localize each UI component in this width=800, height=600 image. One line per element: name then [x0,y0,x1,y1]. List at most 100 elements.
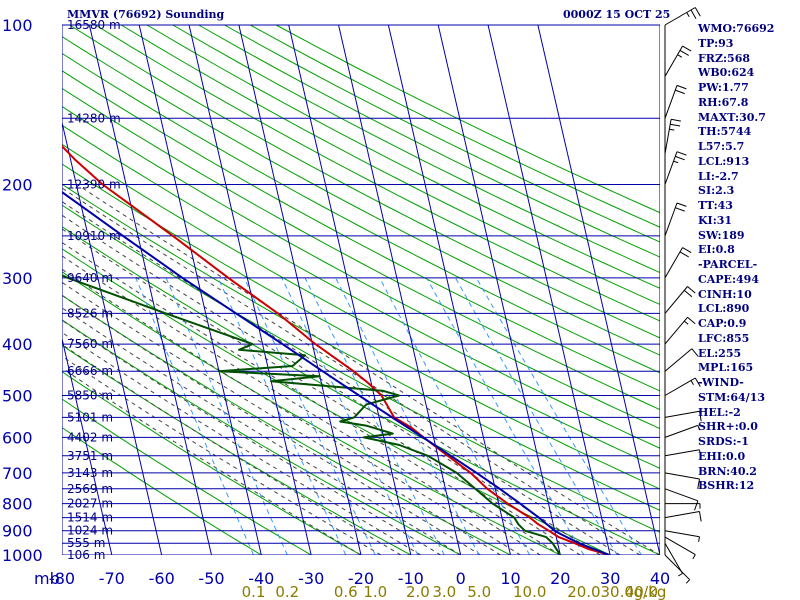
wind-barb-flag [690,380,694,386]
wind-barb [664,348,693,372]
mixing-ratio-label: 30.0 [600,583,633,600]
mixing-ratio-line [455,277,618,555]
stability-indices-list: WMO:76692 TP:93 FRZ:568 WB0:624 PW:1.77 RH:67… [698,22,774,494]
height-label: 16580 m [67,18,121,32]
y-axis-label: mb [34,569,60,588]
mixing-ratio-label: 0.1 [242,583,266,600]
stability-index: SW:189 [698,228,745,242]
height-label: 5850 m [67,389,113,403]
wind-barb-flag [697,425,701,431]
mixing-ratio-label: 20.0 [567,583,600,600]
mixing-ratio-label: 2.0 [406,583,430,600]
chart-title: MMVR (76692) Sounding [67,8,225,21]
height-label: 1514 m [67,511,113,525]
stability-index: HEL:-2 [698,405,741,419]
isotherm [62,336,113,555]
stability-index: LFC:855 [698,331,750,345]
wind-barb-flag [669,128,675,131]
temperature-tick-label: -20 [348,569,374,588]
height-label: 6666 m [67,364,113,378]
stability-index: STM:64/13 [698,390,765,404]
wind-barb-flag [675,89,685,95]
mixing-ratio-line [379,277,531,555]
temperature-tick-label: 40 [650,569,670,588]
dry-adiabat [62,183,660,511]
height-label: 12390 m [67,178,121,192]
wind-profile [664,7,702,584]
height-label: 14280 m [67,111,121,125]
mixing-ratio-label: 0.6 [334,583,358,600]
dry-adiabat [62,52,660,374]
pressure-label: 200 [2,176,33,195]
wind-barb-flag [699,449,702,460]
stability-index: CINH:10 [698,287,752,301]
pressure-label: 300 [2,269,33,288]
mixing-ratio-label: 40.0 [625,583,658,600]
stability-index: TP:93 [698,36,734,50]
wind-barb-flag [679,49,689,56]
stability-index: PW:1.77 [698,81,749,94]
wind-barb [664,286,688,314]
dewpoint-trace [62,274,562,555]
isotherm [437,24,561,555]
stability-index: RH:67.8 [698,95,749,109]
wind-barb-flag [683,320,689,325]
stability-index: -PARCEL- [698,258,758,271]
stability-index: BRN:40.2 [698,464,757,478]
height-label: 1024 m [67,524,113,538]
moist-adiabat [62,367,362,555]
wind-barb [664,151,678,185]
height-label: 5101 m [67,410,113,424]
wind-barb-flag [675,207,685,212]
wind-barb-flag [677,54,683,58]
wind-barb [664,7,696,26]
height-label: 106 m [67,548,105,562]
stability-index: MPL:165 [698,361,754,375]
temperature-tick-label: -60 [149,569,175,588]
wind-barb-flag [687,286,696,294]
dry-adiabat [62,426,262,555]
temperature-tick-label: -40 [248,569,274,588]
wind-barb [664,316,688,345]
wind-barb-flag [673,160,679,164]
temperature-tick-label: 20 [550,569,570,588]
wind-barb-flag [670,123,681,127]
isotherm [238,24,362,555]
wind-barb [664,511,700,519]
wind-barb [664,536,696,556]
temperature-tick-label: -30 [298,569,324,588]
pressure-label: 900 [2,522,33,541]
isotherm [387,24,511,555]
pressure-label: 500 [2,387,33,406]
dry-adiabat [62,398,312,555]
stability-index: TH:5744 [698,125,752,139]
parcel-trace [62,190,610,555]
wind-barb [664,554,691,581]
wind-barb [664,377,696,396]
stability-index: TT:43 [698,199,733,212]
temperature-tick-label: 10 [500,569,520,588]
wind-barb-flag [691,348,699,357]
wind-barb-flag [694,500,699,511]
wind-barb-flag [676,84,687,90]
stability-index: CAP:0.9 [698,317,747,330]
temperature-tick-label: -10 [398,569,424,588]
moist-adiabat [62,319,441,555]
stability-index: BSHR:12 [698,479,755,493]
stability-index: SI:2.3 [698,184,735,198]
isotherm [88,24,212,555]
pressure-label: 600 [2,428,33,447]
height-label: 3143 m [67,466,113,480]
stability-index: LCL:890 [698,302,750,316]
mixing-ratio-line [426,277,585,555]
mixing-ratio-units: g/kg [634,583,667,600]
wind-barb-flag [687,316,696,325]
pressure-label: 400 [2,335,33,354]
height-label: 8526 m [67,306,113,320]
wind-barb [664,45,683,77]
mixing-ratio-line [475,277,642,555]
mixing-ratio-line [217,277,347,555]
pressure-label: 700 [2,464,33,483]
height-label: 7560 m [67,337,113,351]
stability-index: SRDS:-1 [698,435,749,448]
